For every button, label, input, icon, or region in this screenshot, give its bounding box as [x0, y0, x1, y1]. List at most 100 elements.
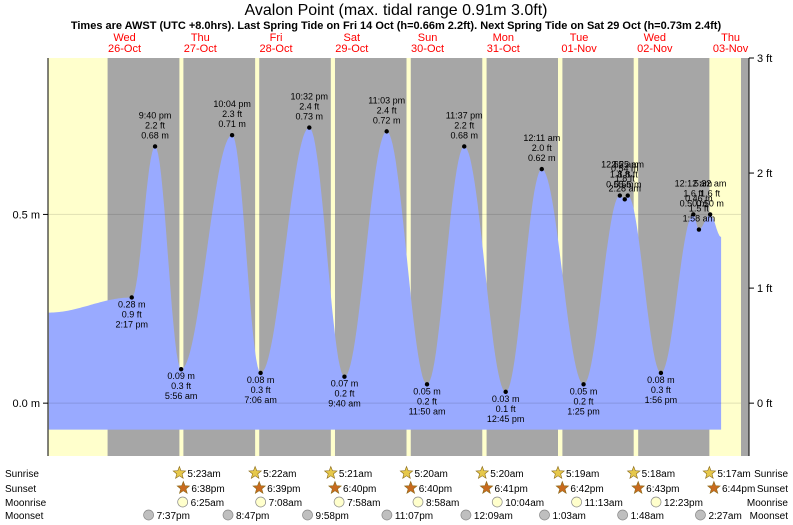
tide-point	[539, 166, 544, 172]
grid-lines	[48, 213, 741, 404]
tide-point	[503, 389, 508, 395]
tide-label: 1.5 ft	[689, 204, 710, 214]
sunrise-time: 5:21am	[339, 469, 372, 480]
tide-label: 0.3 ft	[651, 385, 672, 395]
moonrise-icon	[491, 496, 503, 508]
sunset-time: 6:41pm	[495, 484, 528, 495]
tide-label: 1:25 pm	[567, 406, 600, 416]
chart-subtitle: Times are AWST (UTC +8.0hrs). Last Sprin…	[71, 20, 722, 32]
tide-label: 2.3 ft	[222, 109, 243, 119]
sunset-time: 6:40pm	[419, 484, 452, 495]
sunset-icon	[403, 480, 418, 494]
right-tick-label: 1 ft	[757, 283, 772, 295]
day-name: Fri	[270, 32, 283, 44]
day-name: Sun	[418, 32, 438, 44]
moonset-time: 1:48am	[631, 511, 664, 522]
moonrise-icon	[177, 496, 189, 508]
tide-label: 0.54 m	[611, 163, 639, 173]
right-tick-label: 0 ft	[757, 398, 772, 410]
tide-label: 2.0 ft	[532, 143, 553, 153]
tide-label: 0.55 m	[606, 180, 634, 190]
tide-label: 1.8 ft	[618, 170, 639, 180]
moonset-time: 9:58pm	[316, 511, 349, 522]
sunrise-icon	[702, 465, 717, 479]
tide-label: 0.68 m	[141, 130, 169, 140]
day-name: Sat	[344, 32, 361, 44]
tide-label: 0.08 m	[647, 375, 675, 385]
tide-label: 12:45 pm	[487, 414, 525, 424]
tide-point	[696, 227, 702, 232]
moonrise-time: 12:23pm	[664, 498, 703, 509]
moonrise-icon	[333, 496, 345, 508]
tide-label: 0.50 m	[680, 198, 708, 208]
tide-label: 2:28 am	[608, 183, 641, 193]
day-date: 02-Nov	[637, 43, 673, 55]
moonrise-time: 10:04am	[505, 498, 544, 509]
tide-label: 0.3 ft	[171, 381, 192, 391]
tide-label: 0.72 m	[373, 115, 401, 125]
tide-label: 2:17 pm	[115, 319, 148, 329]
tide-label: 0.1 ft	[496, 404, 517, 414]
tide-curve	[48, 127, 722, 430]
moonrise-icon	[650, 496, 662, 508]
moonset-icon	[381, 509, 393, 521]
tide-label: 1.8 ft	[610, 170, 631, 180]
right-axis-band	[741, 58, 749, 456]
sunset-icon	[707, 480, 721, 494]
moonrise-icon	[571, 496, 582, 508]
sunrise-time: 5:20am	[490, 469, 523, 480]
tide-label: 0.07 m	[331, 379, 359, 389]
moonset-time: 11:07pm	[395, 511, 433, 522]
sunset-time: 6:44pm	[722, 484, 755, 495]
sunrise-time: 5:19am	[566, 469, 599, 480]
right-tick-label: 2 ft	[757, 168, 772, 180]
tide-points	[129, 125, 713, 395]
moonrise-time: 6:25am	[191, 498, 224, 509]
sunset-icon	[479, 480, 494, 494]
tide-point	[178, 366, 184, 372]
tide-label: 0.68 m	[450, 130, 478, 140]
sunrise-icon	[399, 465, 414, 479]
chart-title: Avalon Point (max. tidal range 0.91m 3.0…	[245, 2, 548, 19]
axes: 0.0 m 0.5 m 0 ft 1 ft 2 ft 3 ft	[12, 53, 772, 410]
tide-label: 9:40 am	[328, 399, 361, 409]
sunset-time: 6:40pm	[343, 484, 376, 495]
tide-point	[258, 370, 263, 376]
sunset-icon	[252, 480, 267, 494]
tide-label: 0.2 ft	[334, 389, 355, 399]
moonset-time: 8:47pm	[236, 511, 269, 522]
tide-label: 0.03 m	[492, 394, 520, 404]
tide-point	[625, 193, 630, 198]
tide-label: 0.05 m	[413, 386, 441, 396]
sunset-time: 6:39pm	[267, 484, 300, 495]
moonset-time: 12:09am	[474, 511, 513, 522]
day-date: 30-Oct	[411, 43, 444, 55]
tide-label: 11:37 pm	[446, 110, 483, 120]
sunrise-row-label-right: Sunrise	[754, 469, 788, 480]
tide-label: 2.2 ft	[454, 120, 475, 130]
moonset-icon	[222, 509, 234, 521]
day-date: 26-Oct	[108, 43, 141, 55]
tide-point	[691, 212, 696, 217]
tide-label: 0.46 m	[685, 194, 713, 204]
sunrise-icon	[248, 465, 263, 479]
right-tick-label: 3 ft	[757, 53, 772, 65]
tide-label: 0.9 ft	[122, 309, 143, 319]
moonrise-time: 7:58am	[347, 498, 380, 509]
tide-point	[342, 374, 347, 379]
tide-point	[581, 382, 586, 387]
tide-label: 1.6 ft	[683, 188, 704, 198]
tide-label: 7:06 am	[244, 395, 277, 405]
moonset-time: 2:27am	[708, 511, 741, 522]
tide-point	[229, 132, 235, 138]
sunrise-time: 5:18am	[642, 469, 675, 480]
moonset-icon	[617, 509, 628, 521]
moonset-time: 7:37pm	[157, 511, 190, 522]
day-date: 03-Nov	[713, 43, 749, 55]
tide-label: 2.4 ft	[299, 102, 320, 112]
sunset-time: 6:43pm	[646, 484, 679, 495]
sunrise-icon	[172, 465, 187, 479]
sunrise-icon	[323, 465, 338, 479]
day-name: Wed	[644, 32, 666, 44]
